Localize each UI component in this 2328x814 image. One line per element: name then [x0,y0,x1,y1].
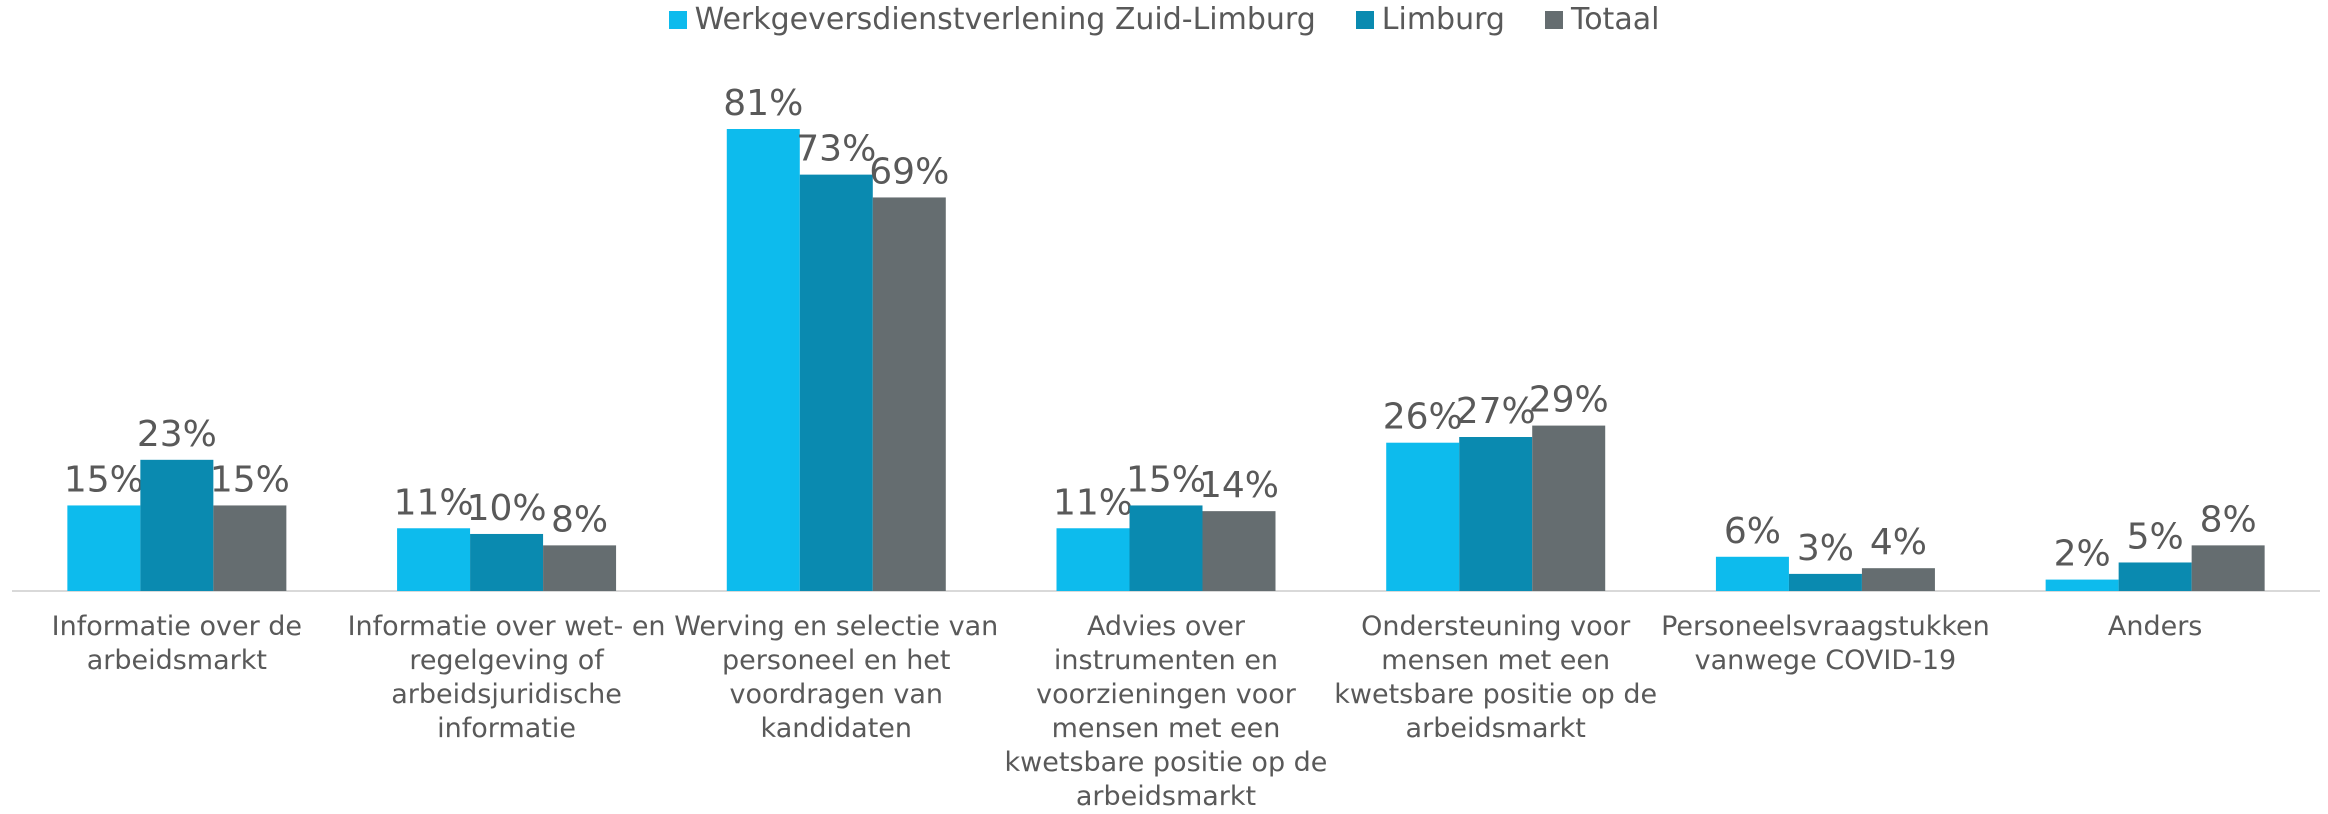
data-label: 10% [467,488,547,529]
x-tick-label: Advies over instrumenten en voorzieninge… [1004,611,1328,812]
legend-label: Werkgeversdienstverlening Zuid-Limburg [694,2,1316,37]
bar [140,459,214,591]
legend-item: Limburg [1355,2,1505,37]
data-label: 8% [2200,499,2257,540]
bar [1386,442,1460,591]
data-label: 69% [869,151,949,192]
bar [397,528,471,591]
legend-label: Totaal [1570,2,1660,37]
bar [1532,425,1606,591]
bar [1129,505,1203,591]
bar [67,505,141,591]
data-label: 27% [1456,391,1536,432]
bar [2191,545,2265,591]
data-label: 15% [210,459,290,500]
bar [1715,556,1789,591]
x-tick-label: Ondersteuning voor mensen met een kwetsb… [1334,611,1658,744]
bar [1788,573,1862,591]
legend-swatch [668,10,687,29]
data-label: 26% [1383,397,1463,438]
bar [872,197,946,591]
data-label: 11% [394,482,474,523]
x-tick-label: Informatie over wet- en regelgeving of a… [347,611,666,744]
data-label: 2% [2054,534,2111,575]
data-label: 23% [137,414,217,455]
bar [1861,568,1935,591]
bar [213,505,287,591]
legend-swatch [1355,10,1374,29]
legend-swatch [1544,10,1563,29]
bar [1459,437,1533,591]
data-label: 14% [1199,465,1279,506]
data-label: 3% [1797,528,1854,569]
x-tick-label: Werving en selectie van personeel en het… [674,611,999,744]
bar [1202,511,1276,591]
bar [799,174,873,591]
bar [726,129,800,591]
bar [470,533,544,591]
bar [1056,528,1130,591]
data-label: 73% [796,129,876,170]
bar [2045,579,2119,591]
legend-item: Werkgeversdienstverlening Zuid-Limburg [668,2,1316,37]
data-label: 6% [1724,511,1781,552]
data-label: 4% [1870,522,1927,563]
data-label: 15% [1126,459,1206,500]
x-tick-label: Personeelsvraagstukken vanwege COVID-19 [1661,611,1990,676]
legend: Werkgeversdienstverlening Zuid-Limburg Li… [0,2,2328,37]
data-label: 8% [551,499,608,540]
data-label: 11% [1053,482,1133,523]
bar [543,545,617,591]
data-label: 81% [723,83,803,124]
legend-item: Totaal [1544,2,1660,37]
x-tick-label: Anders [2107,611,2203,642]
data-label: 5% [2127,516,2184,557]
data-label: 29% [1529,380,1609,421]
data-label: 15% [64,459,144,500]
legend-label: Limburg [1381,2,1505,37]
x-tick-label: Informatie over de arbeidsmarkt [51,611,303,676]
bar [2118,562,2192,591]
